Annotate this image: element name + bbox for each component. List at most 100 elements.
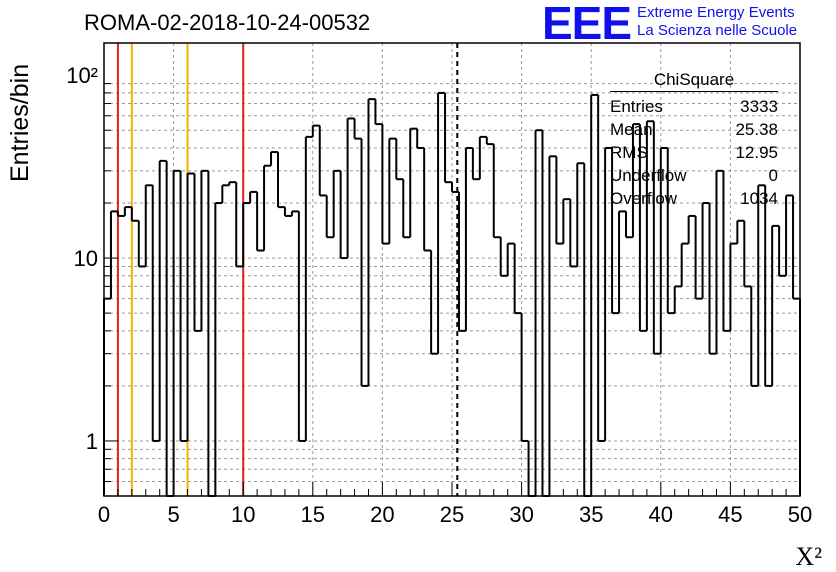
histogram-bin: [249, 190, 258, 204]
histogram-bin: [694, 215, 703, 300]
x-tick-label: 15: [301, 502, 325, 527]
histogram-bin: [158, 159, 167, 441]
histogram-bin: [172, 169, 181, 496]
histogram-bin: [478, 135, 487, 180]
histogram-bin: [332, 169, 341, 238]
histogram-bin: [451, 182, 459, 193]
histogram-bin: [457, 191, 466, 332]
x-axis-label: X²: [795, 542, 822, 571]
stats-row: RMS 12.95: [610, 141, 778, 164]
histogram-bin: [625, 211, 633, 239]
stats-row: Entries 3333: [610, 95, 778, 118]
stats-label: Overflow: [610, 189, 678, 208]
histogram-bin: [611, 147, 620, 315]
histogram-bin: [130, 207, 139, 222]
histogram-bin: [534, 129, 543, 496]
histogram-bin: [464, 146, 473, 331]
histogram-bin: [214, 202, 223, 496]
histogram-bin: [221, 184, 230, 204]
histogram-bin: [792, 195, 800, 300]
histogram-bin: [736, 219, 745, 244]
histogram-bin: [200, 169, 209, 331]
x-tick-label: 25: [440, 502, 464, 527]
histogram-bin: [290, 210, 299, 216]
histogram-bin: [513, 243, 522, 315]
stats-title: ChiSquare: [610, 70, 778, 92]
histogram-bin: [471, 147, 480, 181]
histogram-bin: [562, 198, 571, 244]
histogram-bin: [381, 124, 390, 245]
stats-value: 12.95: [735, 143, 778, 162]
stats-label: Entries: [610, 97, 663, 116]
stats-row: Overflow 1034: [610, 187, 778, 210]
histogram-bin: [263, 164, 272, 251]
x-tick-label: 10: [231, 502, 255, 527]
histogram-bin: [116, 211, 125, 217]
histogram-bin: [186, 172, 195, 441]
histogram-bin: [569, 199, 578, 268]
histogram-bin: [207, 170, 216, 497]
histogram-bin: [492, 144, 501, 239]
histogram-bin: [151, 185, 160, 442]
histogram-bin: [444, 92, 452, 184]
x-tick-label: 0: [98, 502, 110, 527]
histogram-bin: [722, 170, 731, 332]
histogram-bin: [388, 137, 397, 244]
histogram-bin: [283, 207, 292, 217]
stats-row: Underflow 0: [610, 164, 778, 187]
histogram-bin: [645, 120, 654, 331]
stats-value: 1034: [740, 189, 778, 208]
histogram-bin: [708, 203, 717, 355]
stats-value: 25.38: [735, 120, 778, 139]
histogram-bin: [583, 163, 592, 497]
histogram-bin: [778, 225, 787, 277]
stats-label: Underflow: [610, 166, 687, 185]
histogram-bin: [771, 224, 780, 386]
logo-line1: Extreme Energy Events: [637, 4, 795, 21]
histogram-bin: [743, 220, 752, 288]
x-tick-label: 50: [788, 502, 812, 527]
histogram-bin: [430, 250, 439, 355]
histogram-bin: [666, 147, 675, 315]
histogram-bin: [235, 182, 244, 268]
histogram-bin: [297, 211, 306, 442]
eee-logo: EEE: [542, 0, 632, 49]
y-axis-label: Entries/bin: [6, 63, 34, 182]
histogram-bin: [339, 170, 348, 260]
histogram-bin: [144, 184, 153, 267]
histogram-bin: [325, 195, 334, 239]
histogram-bin: [179, 170, 188, 442]
y-tick-label: 1: [86, 429, 98, 454]
histogram-bin: [318, 125, 327, 197]
histogram-bin: [757, 184, 766, 386]
histogram-bin: [687, 214, 696, 244]
x-tick-label: 5: [167, 502, 179, 527]
x-tick-label: 20: [370, 502, 394, 527]
histogram-bin: [576, 162, 585, 267]
histogram-bin: [499, 237, 508, 277]
histogram-bin: [360, 138, 369, 387]
histogram-bin: [715, 169, 724, 354]
histogram-bin: [402, 179, 411, 239]
stats-row: Mean 25.38: [610, 118, 778, 141]
histogram-bin: [680, 242, 689, 287]
histogram-bin: [437, 91, 446, 354]
histogram-bin: [764, 185, 773, 387]
histogram-bin: [590, 93, 599, 496]
histogram-bin: [659, 146, 668, 354]
histogram-bin: [346, 117, 355, 259]
histogram-bin: [409, 127, 418, 238]
histogram-bin: [123, 206, 132, 216]
histogram-bin: [367, 98, 376, 386]
histogram-bin: [277, 152, 285, 209]
axes: 0 5 10 15 20 25 30 35 40 45 50 1 10 10² X²: [66, 42, 822, 571]
histogram-bin: [242, 202, 251, 267]
histogram-bin: [103, 297, 111, 496]
histogram-bin: [604, 146, 613, 441]
histogram-bin: [729, 242, 738, 331]
x-tick-label: 40: [649, 502, 673, 527]
histogram-bin: [165, 160, 174, 497]
histogram-bin: [673, 285, 682, 314]
histogram-bin: [520, 313, 529, 442]
